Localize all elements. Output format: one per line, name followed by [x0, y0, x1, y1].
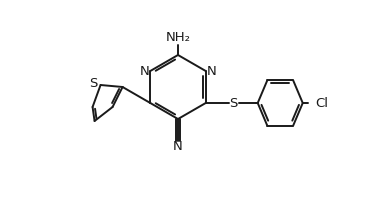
Text: N: N	[173, 140, 183, 153]
Text: S: S	[230, 97, 238, 109]
Text: N: N	[206, 65, 216, 78]
Text: NH₂: NH₂	[165, 31, 190, 44]
Text: Cl: Cl	[316, 97, 329, 109]
Text: S: S	[89, 77, 98, 90]
Text: N: N	[140, 65, 150, 78]
